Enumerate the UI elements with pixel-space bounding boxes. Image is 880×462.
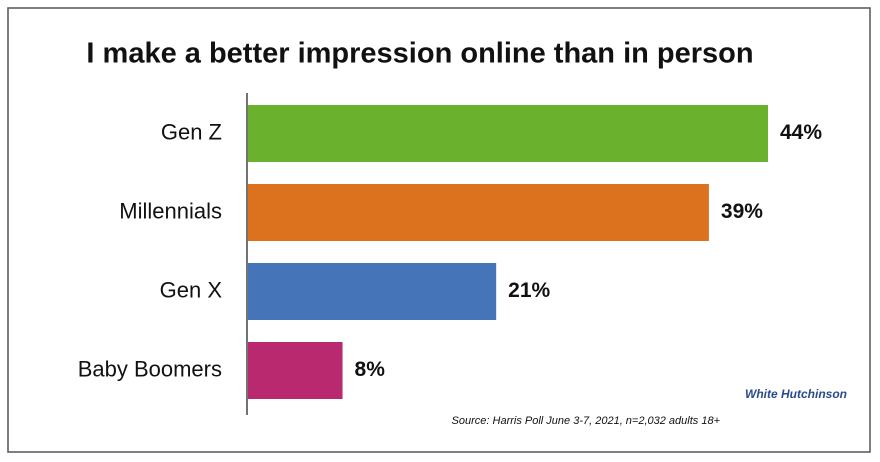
- category-label: Baby Boomers: [78, 356, 222, 381]
- logo: White Hutchinson: [745, 387, 847, 401]
- source-note: Source: Harris Poll June 3-7, 2021, n=2,…: [452, 415, 721, 427]
- bar: [248, 184, 709, 241]
- value-label: 21%: [508, 279, 550, 302]
- value-label: 44%: [780, 121, 822, 144]
- category-label: Gen X: [160, 277, 223, 302]
- category-label: Gen Z: [161, 119, 222, 144]
- bar: [248, 342, 343, 399]
- chart-title: I make a better impression online than i…: [86, 38, 753, 70]
- category-label: Millennials: [119, 198, 222, 223]
- bar: [248, 263, 497, 320]
- bar: [248, 105, 768, 162]
- value-label: 39%: [721, 200, 763, 223]
- value-label: 8%: [355, 358, 386, 381]
